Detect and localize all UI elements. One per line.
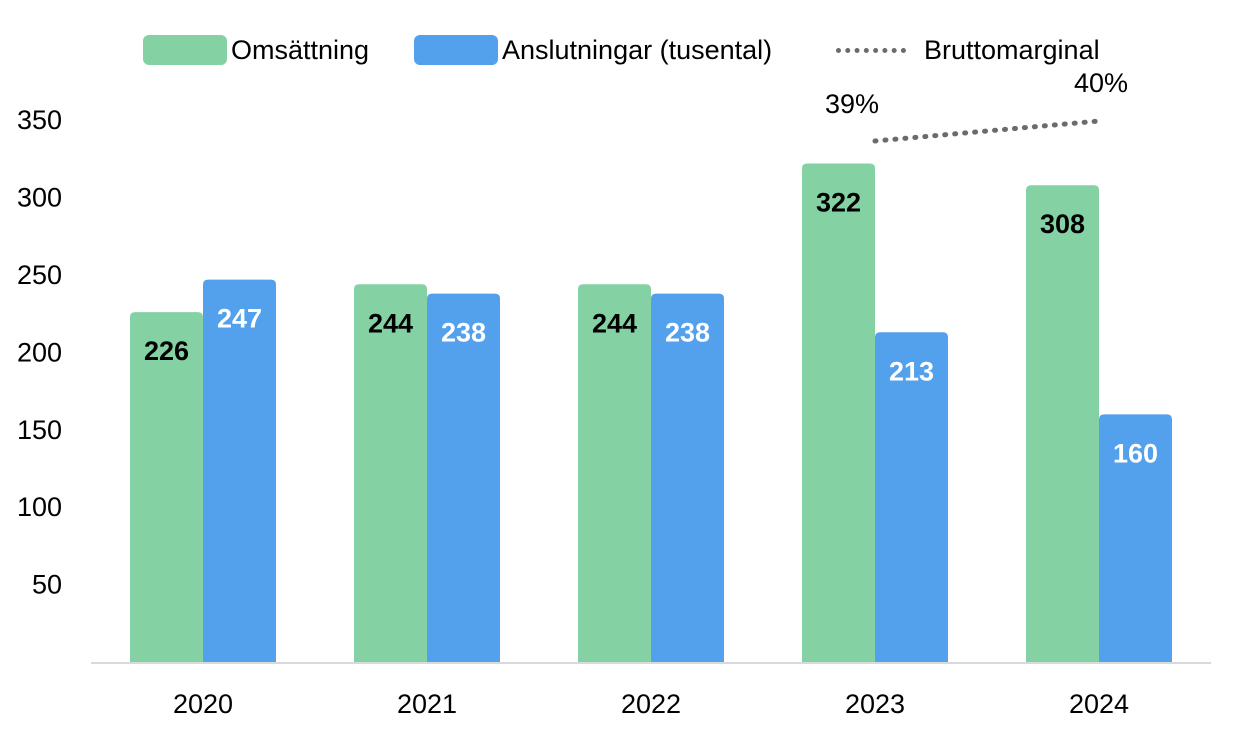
bar-omsattning <box>578 284 651 662</box>
chart-legend: Omsättning Anslutningar (tusental) Brutt… <box>0 30 1236 70</box>
bar-data-label: 308 <box>1040 209 1085 239</box>
bar-omsattning <box>802 163 875 662</box>
legend-swatch-anslutningar <box>414 35 498 65</box>
legend-item-bruttomarginal: Bruttomarginal <box>836 30 1100 70</box>
bar-data-label: 244 <box>592 308 637 338</box>
bar-omsattning <box>1026 185 1099 662</box>
bar-data-label: 247 <box>217 304 262 334</box>
legend-label-anslutningar: Anslutningar (tusental) <box>502 34 773 65</box>
bar-omsattning <box>130 312 203 662</box>
bar-anslutningar <box>427 293 500 662</box>
bar-data-label: 238 <box>665 318 710 348</box>
x-tick-label: 2020 <box>173 689 233 719</box>
bar-anslutningar <box>875 332 948 662</box>
x-tick-label: 2021 <box>397 689 457 719</box>
legend-line-bruttomarginal <box>836 47 906 53</box>
x-tick-label: 2022 <box>621 689 681 719</box>
y-tick-label: 350 <box>17 105 62 135</box>
bar-data-label: 244 <box>368 308 413 338</box>
bar-omsattning <box>354 284 427 662</box>
line-data-label: 39% <box>825 89 879 119</box>
legend-swatch-omsattning <box>143 35 227 65</box>
y-tick-label: 300 <box>17 183 62 213</box>
y-tick-label: 100 <box>17 492 62 522</box>
line-bruttomarginal <box>872 118 1102 144</box>
bar-data-label: 226 <box>144 336 189 366</box>
legend-item-omsattning: Omsättning <box>143 30 369 70</box>
legend-label-omsattning: Omsättning <box>231 34 370 65</box>
x-tick-label: 2024 <box>1069 689 1129 719</box>
bar-data-label: 160 <box>1113 438 1158 468</box>
bar-anslutningar <box>203 279 276 662</box>
bar-data-label: 322 <box>816 188 861 218</box>
y-tick-label: 250 <box>17 260 62 290</box>
legend-item-anslutningar: Anslutningar (tusental) <box>414 30 772 70</box>
bar-data-label: 238 <box>441 318 486 348</box>
y-tick-label: 200 <box>17 337 62 367</box>
bar-anslutningar <box>651 293 724 662</box>
legend-label-bruttomarginal: Bruttomarginal <box>924 34 1100 65</box>
line-data-label: 40% <box>1074 68 1128 98</box>
bar-anslutningar <box>1099 414 1172 662</box>
bar-data-label: 213 <box>889 356 934 386</box>
y-tick-label: 50 <box>32 570 62 600</box>
y-tick-label: 150 <box>17 415 62 445</box>
x-tick-label: 2023 <box>845 689 905 719</box>
